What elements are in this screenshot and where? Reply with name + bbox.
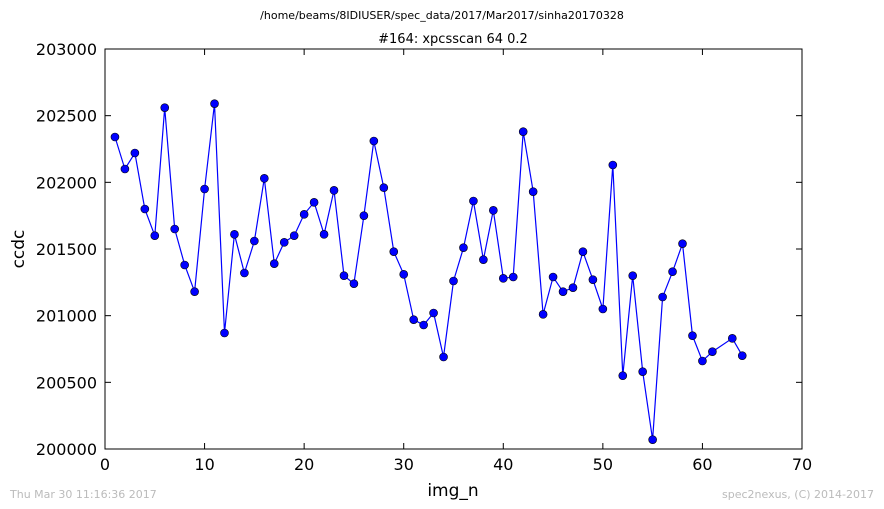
data-point xyxy=(648,435,657,444)
y-tick-label: 200000 xyxy=(36,440,97,459)
data-point xyxy=(658,292,667,302)
data-point xyxy=(489,206,498,215)
data-point xyxy=(140,204,150,214)
data-point xyxy=(170,224,179,234)
data-point xyxy=(190,287,199,296)
x-tick-label: 70 xyxy=(792,455,812,474)
data-point xyxy=(518,127,528,136)
data-point xyxy=(279,238,289,247)
data-point xyxy=(688,331,697,340)
data-point xyxy=(439,352,448,362)
x-tick-label: 20 xyxy=(294,455,314,474)
data-point xyxy=(200,184,209,194)
y-tick-label: 200500 xyxy=(36,373,97,392)
data-point xyxy=(120,164,130,174)
data-point xyxy=(558,287,568,296)
data-point xyxy=(150,231,160,240)
x-tick-label: 60 xyxy=(692,455,712,474)
data-point xyxy=(568,283,578,292)
x-tick-label: 30 xyxy=(394,455,414,474)
data-point xyxy=(678,239,687,248)
data-point xyxy=(698,356,707,366)
data-point xyxy=(737,351,747,360)
x-tick-label: 40 xyxy=(493,455,513,474)
data-point xyxy=(548,272,558,282)
data-point xyxy=(180,260,189,270)
credit: spec2nexus, (C) 2014-2017 xyxy=(722,488,874,501)
path-title: /home/beams/8IDIUSER/spec_data/2017/Mar2… xyxy=(260,9,624,22)
data-point xyxy=(638,367,647,376)
data-point xyxy=(269,259,279,268)
y-tick-label: 202500 xyxy=(36,107,97,126)
data-point xyxy=(309,198,319,207)
data-point xyxy=(419,320,428,330)
data-point xyxy=(349,279,359,288)
x-tick-label: 0 xyxy=(100,455,110,474)
data-point xyxy=(618,371,628,380)
data-point xyxy=(608,160,618,170)
data-point xyxy=(289,231,299,240)
data-point xyxy=(339,271,349,280)
data-point xyxy=(578,247,588,256)
data-point xyxy=(379,183,389,192)
data-point xyxy=(250,236,259,246)
data-point xyxy=(389,247,399,256)
data-point xyxy=(130,148,140,158)
data-point xyxy=(110,132,120,142)
data-point xyxy=(319,230,329,239)
data-point xyxy=(479,255,488,264)
data-point xyxy=(240,268,249,278)
data-point xyxy=(528,187,538,196)
data-point xyxy=(508,272,518,282)
data-point xyxy=(598,304,608,314)
data-point xyxy=(220,328,229,338)
timestamp: Thu Mar 30 11:16:36 2017 xyxy=(9,488,157,501)
x-axis-label: img_n xyxy=(427,481,478,501)
series-line xyxy=(114,103,743,440)
y-tick-label: 202000 xyxy=(36,173,97,192)
chart-title: #164: xpcsscan 64 0.2 xyxy=(378,32,528,47)
data-point xyxy=(399,270,409,279)
data-point xyxy=(260,174,269,183)
data-point xyxy=(409,315,418,324)
data-point xyxy=(210,99,219,108)
data-point xyxy=(708,347,717,356)
data-point xyxy=(160,103,170,112)
data-point xyxy=(299,210,309,219)
data-point xyxy=(459,243,468,252)
data-point xyxy=(588,275,598,284)
data-point xyxy=(469,196,478,206)
data-point xyxy=(727,334,737,343)
y-axis-label: ccdc xyxy=(9,230,29,269)
plot-frame xyxy=(104,48,803,450)
data-point xyxy=(369,136,379,146)
data-point xyxy=(449,276,458,286)
x-tick-label: 10 xyxy=(194,455,214,474)
data-point xyxy=(329,186,339,195)
y-tick-label: 201500 xyxy=(36,240,97,259)
y-tick-label: 203000 xyxy=(36,40,97,59)
data-point xyxy=(498,274,508,283)
y-tick-label: 201000 xyxy=(36,307,97,326)
data-point xyxy=(429,308,438,318)
data-point xyxy=(359,211,369,220)
x-tick-label: 50 xyxy=(593,455,613,474)
plot-area: 0 10 20 30 40 50 60 70 200000 200500 201000 201500 2… xyxy=(36,40,812,474)
data-point xyxy=(628,271,638,280)
data-point xyxy=(538,310,548,319)
data-point xyxy=(668,267,677,276)
data-point xyxy=(230,230,239,239)
